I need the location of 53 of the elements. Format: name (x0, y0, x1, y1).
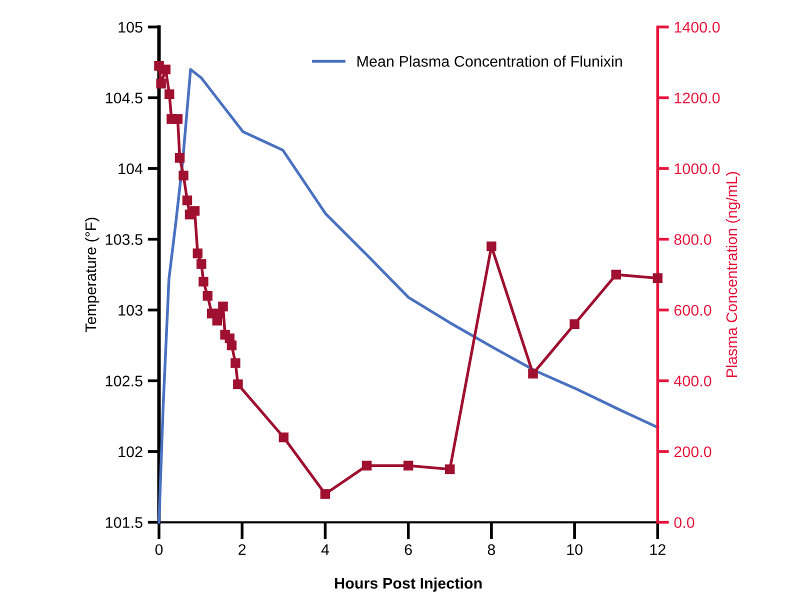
y2-tick-label: 800.0 (674, 234, 712, 245)
x-tick-label: 6 (404, 544, 412, 556)
y2-tick-label: 200.0 (674, 446, 712, 458)
y-tick-label: 101.5 (106, 517, 142, 528)
point (160, 64, 171, 74)
x-tick-label: 4 (321, 544, 330, 555)
x-tick-label: 8 (488, 544, 496, 556)
point (174, 153, 185, 163)
point (528, 368, 538, 379)
y2-tick-label: 0.0 (674, 517, 694, 528)
y-tick-label: 104.5 (106, 92, 142, 104)
point (486, 241, 496, 252)
point (178, 170, 188, 180)
x-tick-label: 0 (155, 544, 163, 556)
y-tick-label: 102 (118, 446, 142, 458)
point (218, 302, 228, 312)
point (320, 489, 330, 499)
y-axis-title: Temperature (°F) (84, 218, 100, 332)
point (202, 290, 212, 301)
x-tick-label: 12 (650, 544, 666, 555)
x-tick-label: 2 (238, 544, 246, 555)
point (362, 460, 372, 471)
y-tick-label: 104 (118, 163, 143, 174)
point (611, 270, 621, 280)
point (172, 114, 183, 124)
y2-tick-label: 400.0 (674, 376, 712, 386)
point (192, 248, 202, 258)
y-tick-label: 105 (118, 22, 142, 33)
y-tick-label: 102.5 (106, 376, 142, 386)
point (198, 276, 208, 287)
point (190, 206, 200, 216)
point (226, 340, 237, 350)
point (570, 319, 580, 330)
point (278, 432, 289, 442)
x-axis-title: Hours Post Injection (335, 577, 482, 592)
point (233, 379, 243, 390)
point (196, 259, 206, 269)
legend-label: Mean Plasma Concentration of Flunixin (357, 56, 622, 67)
y2-tick-label: 1200.0 (674, 92, 720, 104)
point (403, 460, 414, 471)
y-tick-label: 103 (118, 304, 142, 316)
point (652, 273, 663, 284)
y-tick-label: 103.5 (106, 234, 142, 245)
y2-tick-label: 1400.0 (674, 22, 720, 33)
point (156, 78, 166, 88)
point (182, 195, 192, 206)
y2-tick-label: 1000.0 (674, 163, 720, 174)
y2-tick-label: 600.0 (674, 304, 712, 316)
y2-axis-title: Plasma Concentration (ng/mL) (726, 172, 740, 377)
point (230, 358, 240, 368)
x-tick-label: 10 (567, 544, 582, 556)
point (445, 464, 455, 474)
point (164, 89, 174, 100)
